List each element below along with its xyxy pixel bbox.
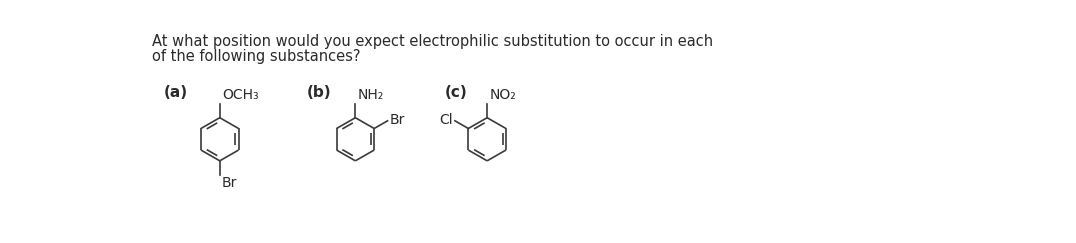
Text: Br: Br [222,176,238,190]
Text: NO₂: NO₂ [490,88,516,102]
Text: NH₂: NH₂ [357,88,384,102]
Text: Br: Br [390,113,406,127]
Text: of the following substances?: of the following substances? [152,49,360,64]
Text: Cl: Cl [439,113,453,127]
Text: At what position would you expect electrophilic substitution to occur in each: At what position would you expect electr… [152,34,712,49]
Text: OCH₃: OCH₃ [222,88,258,102]
Text: (b): (b) [307,85,331,100]
Text: (c): (c) [444,85,467,100]
Text: (a): (a) [164,85,188,100]
